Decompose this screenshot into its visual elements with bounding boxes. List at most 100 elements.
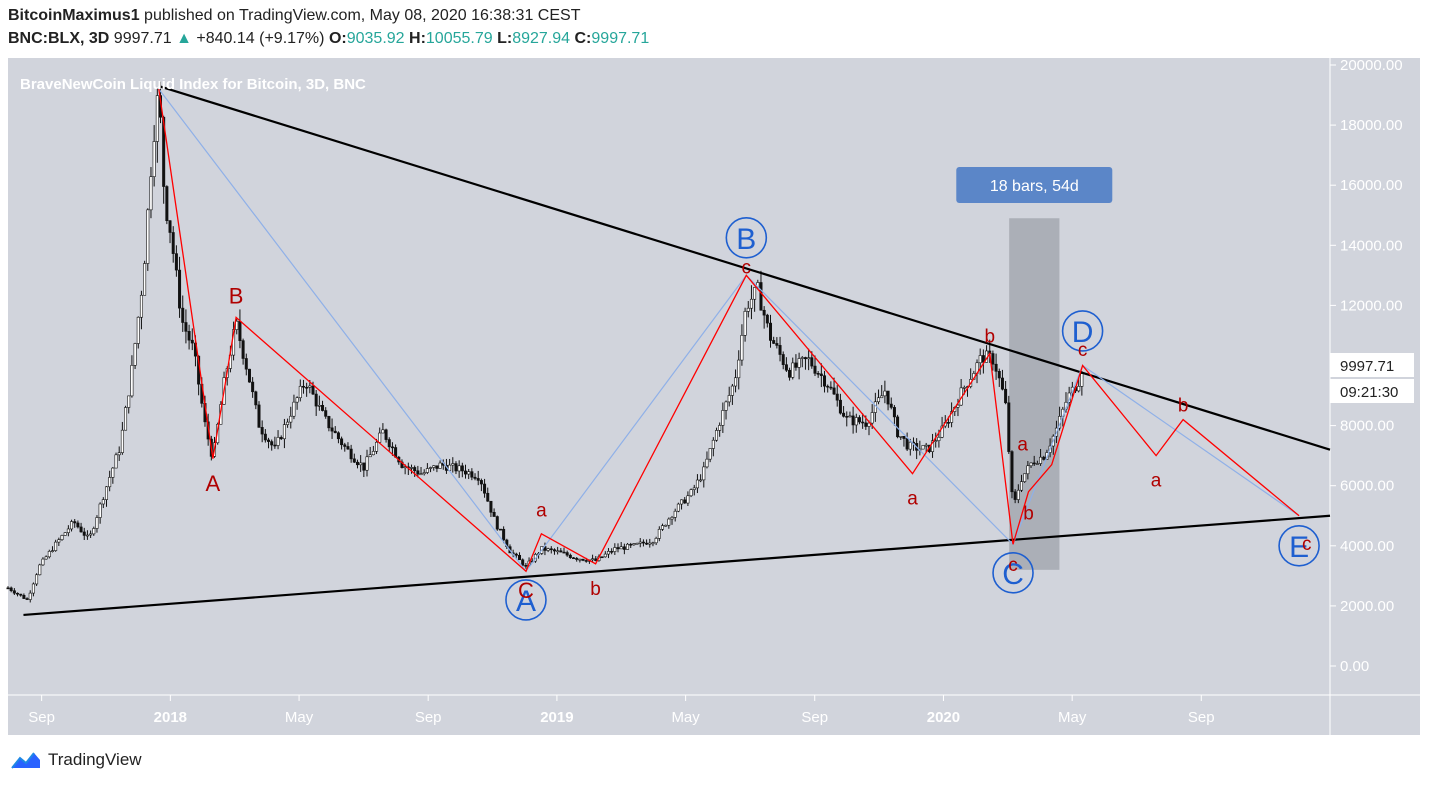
x-axis-area[interactable] — [8, 695, 1330, 735]
candle-body — [76, 522, 80, 528]
chart[interactable]: 18 bars, 54d A B C D E A B Ca b c a b a b c c a b c 20000.… — [0, 0, 1429, 745]
candle-body — [35, 574, 39, 585]
candle-body — [432, 465, 436, 468]
y-tick-label: 12000.00 — [1340, 297, 1403, 314]
candle-body — [740, 335, 744, 361]
candle-body — [753, 287, 757, 300]
candle-body — [321, 405, 325, 411]
candle-body — [1077, 386, 1081, 392]
subwave-label-b: b — [1178, 396, 1189, 417]
candle-body — [136, 316, 140, 344]
candle-body — [50, 550, 54, 552]
wave-circle-D — [1061, 310, 1104, 352]
candle-body — [734, 377, 738, 387]
candle-body — [384, 429, 388, 440]
x-tick-label: Sep — [415, 709, 442, 726]
plot-area[interactable] — [8, 58, 1330, 695]
candle-body — [460, 465, 464, 472]
candle-body — [892, 407, 896, 418]
subwave-label-b: b — [590, 579, 601, 600]
wave-label-C: C — [1002, 558, 1024, 591]
open-value: 9035.92 — [346, 30, 405, 47]
candle-body — [375, 441, 379, 452]
candle-body — [813, 365, 817, 374]
candle-body — [133, 343, 137, 366]
candle-body — [778, 345, 782, 355]
candle-body — [473, 476, 477, 479]
candle-body — [619, 546, 623, 550]
publish-info: published on TradingView.com, May 08, 20… — [139, 7, 581, 24]
range-info-label: 18 bars, 54d — [990, 178, 1079, 195]
y-tick-label: 2000.00 — [1340, 598, 1394, 615]
candle-body — [486, 492, 490, 502]
candle-body — [994, 363, 998, 372]
candle-body — [9, 587, 13, 592]
candle-body — [282, 424, 286, 440]
tradingview-logo[interactable]: TradingView — [10, 750, 142, 770]
candle-body — [606, 551, 610, 555]
candle-body — [810, 357, 814, 367]
candle-body — [336, 432, 340, 440]
brand-name: TradingView — [48, 750, 142, 769]
candle-body — [549, 548, 553, 551]
candle-body — [1080, 373, 1084, 387]
wave-circle-B — [725, 216, 768, 259]
candle-body — [95, 517, 99, 529]
candle-body — [1016, 489, 1020, 500]
subwave-label-A: A — [206, 471, 221, 496]
candle-body — [66, 528, 70, 533]
candle-body — [270, 441, 274, 446]
subwave-label-c: c — [1078, 340, 1088, 361]
candle-body — [575, 557, 579, 560]
candle-body — [263, 433, 267, 441]
candle-body — [692, 487, 696, 490]
candle-body — [260, 427, 264, 435]
candle-body — [143, 263, 147, 296]
candle-body — [457, 465, 461, 472]
candle-body — [79, 526, 83, 533]
candle-body — [702, 466, 706, 481]
open-label: O: — [328, 30, 347, 47]
candle-body — [60, 535, 64, 540]
candle-body — [654, 538, 658, 544]
candle-body — [978, 355, 982, 364]
candle-body — [832, 387, 836, 395]
candle-body — [365, 456, 369, 471]
candle-body — [997, 371, 1001, 379]
candle-body — [854, 417, 858, 426]
candle-body — [737, 359, 741, 379]
candle-body — [645, 542, 649, 545]
candle-body — [864, 422, 868, 427]
candle-body — [689, 489, 693, 497]
author-name[interactable]: BitcoinMaximus1 — [8, 7, 140, 24]
candles — [6, 81, 1084, 603]
price-change: +840.14 (+9.17%) — [196, 30, 325, 47]
candle-body — [120, 429, 124, 453]
subwave-label-c: c — [1008, 555, 1018, 576]
candle-body — [521, 559, 525, 566]
candle-body — [425, 468, 429, 473]
candle-body — [559, 550, 563, 553]
subwave-label-a: a — [1017, 435, 1028, 456]
candle-body — [946, 422, 950, 424]
candle-body — [244, 358, 248, 370]
candle-body — [41, 558, 45, 566]
candle-body — [937, 436, 941, 441]
candle-body — [104, 486, 108, 500]
candle-body — [489, 500, 493, 513]
candle-body — [19, 593, 23, 596]
candle-body — [714, 430, 718, 441]
candle-body — [352, 458, 356, 463]
candle-body — [791, 362, 795, 378]
x-tick-label: May — [1058, 709, 1087, 726]
candle-body — [1010, 451, 1014, 493]
wave-red-line — [158, 88, 1300, 573]
candle-body — [749, 298, 753, 309]
candle-body — [680, 499, 684, 505]
candle-body — [476, 478, 480, 481]
candle-body — [368, 454, 372, 458]
current-price-label: 9997.71 — [1340, 358, 1394, 375]
candle-body — [565, 552, 569, 556]
y-tick-label: 14000.00 — [1340, 237, 1403, 254]
candle-body — [346, 446, 350, 450]
